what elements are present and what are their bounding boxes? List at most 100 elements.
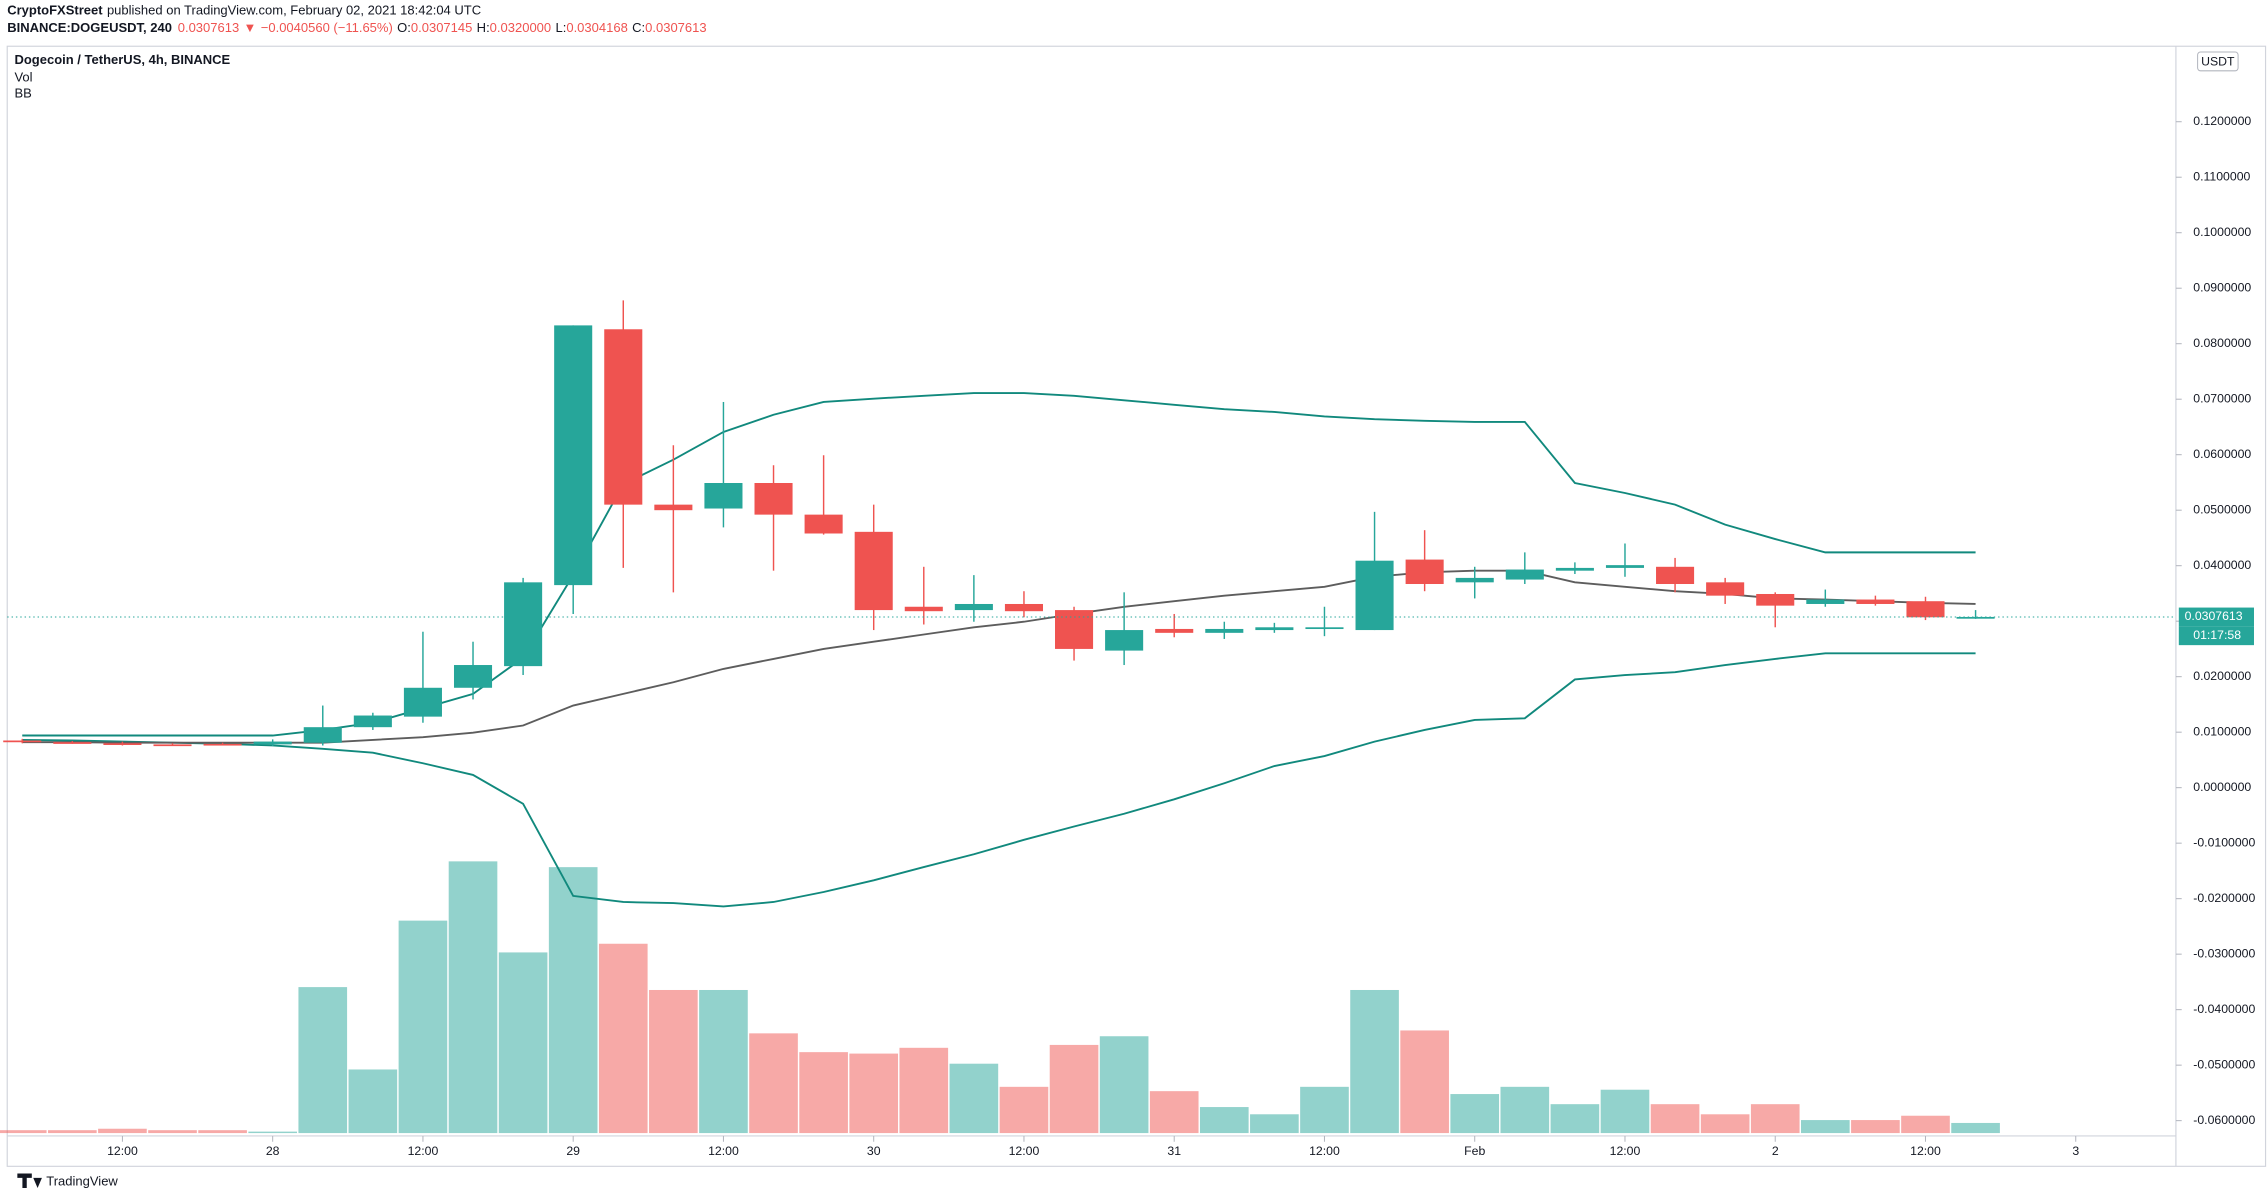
volume-bar [1700, 1114, 1750, 1134]
volume-bar [1300, 1086, 1349, 1134]
volume-bar [248, 1131, 297, 1134]
currency: USDT [2201, 54, 2235, 68]
ohlc-value: 0.0307613 [645, 20, 706, 35]
x-tick-label: 31 [1167, 1144, 1181, 1158]
x-tick-label: 28 [266, 1144, 280, 1158]
volume-bar [1650, 1104, 1700, 1134]
volume-bar [1450, 1094, 1500, 1134]
candle-body [203, 743, 242, 746]
volume-bar [348, 1069, 398, 1134]
candle-body [954, 603, 993, 611]
x-tick-label: 29 [566, 1144, 580, 1158]
candle-body [1455, 577, 1494, 583]
candle-body [854, 531, 893, 611]
candle-body [754, 482, 793, 515]
volume-bar [649, 989, 698, 1134]
y-tick-label: 0.0100000 [2193, 724, 2251, 738]
y-tick-label: 0.1200000 [2193, 114, 2251, 128]
ohlc-value: 0.0320000 [490, 20, 551, 35]
y-tick-label: 0.0800000 [2193, 336, 2251, 350]
bb-basis [22, 569, 1976, 744]
volume-bar [298, 987, 348, 1134]
published: published on TradingView.com, February 0… [107, 3, 481, 18]
volume-bar [899, 1047, 949, 1134]
candle-body [1505, 569, 1544, 580]
volume-bar [949, 1063, 999, 1134]
candle-body [1355, 560, 1394, 631]
volume-bar [98, 1128, 147, 1134]
candle-body [1004, 603, 1043, 612]
y-tick-label: 0.0200000 [2193, 669, 2251, 683]
candle-body [1906, 601, 1945, 618]
arrow: ▼ [244, 20, 257, 35]
candle-body [1956, 616, 1995, 619]
x-tick-label: 12:00 [1610, 1144, 1641, 1158]
candle-body [804, 514, 843, 534]
x-tick-label: 30 [867, 1144, 881, 1158]
volume-bar [598, 943, 648, 1134]
footer-brand[interactable]: TradingView [46, 1174, 118, 1189]
x-tick-label: Feb [1464, 1144, 1485, 1158]
volume-bar [0, 1130, 47, 1134]
volume-bar [849, 1053, 899, 1134]
plot: -0.0600000 -0.0500000 -0.0400000 -0.0300000… [0, 114, 2256, 1158]
candle-body [3, 740, 42, 743]
volume-bar [148, 1130, 197, 1134]
y-tick-label: 0.0600000 [2193, 447, 2251, 461]
volume-bar [198, 1130, 247, 1134]
last: 0.0307613 [178, 20, 239, 35]
volume-bar [1250, 1114, 1299, 1134]
symbol-line: BINANCE:DOGEUSDT, 240 0.0307613 ▼ −0.004056… [7, 20, 706, 35]
y-tick-label: 0.0700000 [2193, 391, 2251, 405]
candle-body [153, 744, 192, 747]
y-tick-label: -0.0200000 [2193, 891, 2255, 905]
candle-body [103, 743, 142, 746]
last-price-label: 0.0307613 [2185, 609, 2243, 623]
x-tick-label: 2 [1772, 1144, 1779, 1158]
y-tick-label: -0.0600000 [2193, 1113, 2255, 1127]
candle-body [504, 582, 543, 667]
volume-bar [1951, 1122, 2000, 1134]
indicator-label: BB [14, 85, 31, 100]
volume-bar [1851, 1120, 1900, 1134]
currency-badge[interactable] [2197, 51, 2239, 72]
y-tick-label: 0.0400000 [2193, 558, 2251, 572]
chart-frame [6, 45, 2267, 1167]
volume-bar [1901, 1115, 1950, 1134]
volume-bar [749, 1033, 798, 1134]
candle-body [1405, 559, 1444, 585]
volume-bar [799, 1052, 848, 1134]
y-tick-label: -0.0400000 [2193, 1002, 2255, 1016]
candle-body [303, 727, 342, 743]
ohlc-label: H: [477, 20, 490, 35]
candle-body [1756, 593, 1795, 606]
candle-body [1255, 627, 1294, 631]
y-tick-label: -0.0100000 [2193, 835, 2255, 849]
candle-body [554, 325, 593, 586]
volume-bar [1350, 989, 1399, 1134]
publisher-line: CryptoFXStreet published on TradingView.c… [7, 3, 481, 18]
tradingview-logo[interactable] [17, 1173, 42, 1188]
x-tick-label: 12:00 [408, 1144, 439, 1158]
volume-bar [1199, 1107, 1249, 1134]
y-tick-label: -0.0500000 [2193, 1057, 2255, 1071]
candle-body [1656, 566, 1695, 585]
bb-lower [22, 652, 1976, 908]
volume-bar [48, 1130, 97, 1134]
candle-body [654, 504, 693, 511]
ohlc-value: 0.0304168 [566, 20, 627, 35]
candle-body [403, 687, 442, 717]
ohlc-label: C: [632, 20, 645, 35]
volume-bar [1099, 1036, 1149, 1134]
chart-title: Dogecoin / TetherUS, 4h, BINANCE [14, 52, 230, 67]
volume-bar [1400, 1030, 1449, 1134]
volume-bar [1600, 1089, 1650, 1134]
candle-body [1856, 599, 1895, 604]
ohlc-label: O: [397, 20, 411, 35]
x-tick-label: 12:00 [107, 1144, 138, 1158]
volume-bar [999, 1086, 1049, 1134]
y-tick-label: 0.0000000 [2193, 780, 2251, 794]
candle-body [904, 606, 943, 612]
volume-bar [1500, 1086, 1550, 1134]
author: CryptoFXStreet [7, 3, 103, 18]
